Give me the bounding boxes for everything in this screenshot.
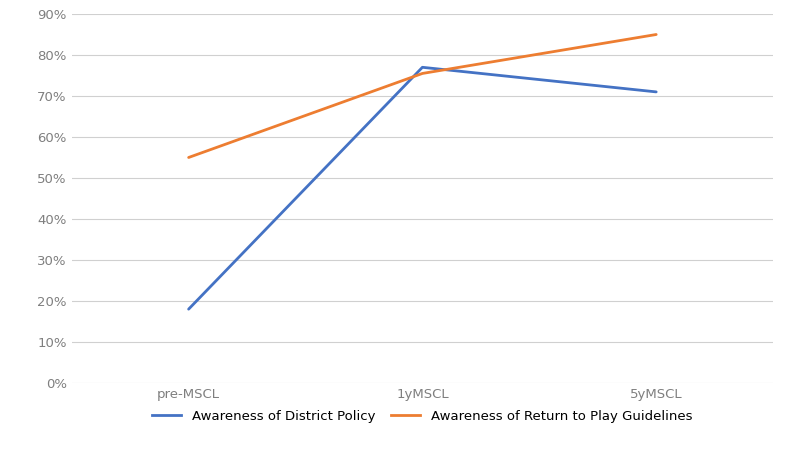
Legend: Awareness of District Policy, Awareness of Return to Play Guidelines: Awareness of District Policy, Awareness …	[147, 404, 697, 428]
